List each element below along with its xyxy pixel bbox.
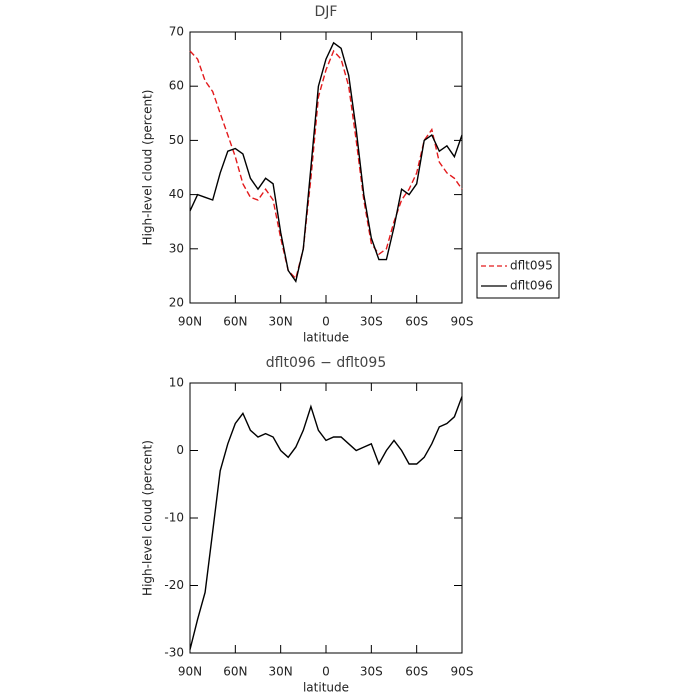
- x-tick-label: 60S: [405, 315, 428, 329]
- y-tick-label: 40: [169, 187, 184, 201]
- x-tick-label: 60S: [405, 665, 428, 679]
- y-tick-label: 0: [176, 443, 184, 457]
- x-tick-label: 90N: [178, 315, 202, 329]
- y-axis-label: High-level cloud (percent): [141, 440, 155, 596]
- y-tick-label: 50: [169, 133, 184, 147]
- x-tick-label: 0: [322, 315, 330, 329]
- y-axis-label: High-level cloud (percent): [141, 90, 155, 246]
- x-tick-label: 90S: [451, 315, 474, 329]
- x-axis-label: latitude: [303, 331, 349, 345]
- y-tick-label: 30: [169, 241, 184, 255]
- y-tick-label: -20: [164, 578, 184, 592]
- x-axis-label: latitude: [303, 681, 349, 695]
- chart-title: dflt096 − dflt095: [266, 355, 386, 371]
- x-tick-label: 30S: [360, 315, 383, 329]
- data-line: [189, 49, 463, 281]
- x-tick-label: 90N: [178, 665, 202, 679]
- y-tick-label: -10: [164, 511, 184, 525]
- data-line: [189, 396, 463, 650]
- y-tick-label: 20: [169, 296, 184, 310]
- y-tick-label: 70: [169, 25, 184, 39]
- legend-box: [476, 252, 560, 299]
- x-tick-label: 60N: [223, 315, 247, 329]
- plot-frame: [189, 382, 463, 654]
- x-tick-label: 60N: [223, 665, 247, 679]
- legend-label: dflt095: [510, 259, 553, 273]
- x-tick-label: 90S: [451, 665, 474, 679]
- y-tick-label: 60: [169, 79, 184, 93]
- y-tick-label: 10: [169, 376, 184, 390]
- x-tick-label: 30N: [269, 315, 293, 329]
- plot-frame: [189, 31, 463, 304]
- x-tick-label: 30N: [269, 665, 293, 679]
- legend: dflt095 dflt096: [476, 252, 560, 299]
- y-tick-label: -30: [164, 646, 184, 660]
- x-tick-label: 30S: [360, 665, 383, 679]
- chart-title: DJF: [315, 4, 338, 20]
- legend-label: dflt096: [510, 279, 553, 293]
- x-tick-label: 0: [322, 665, 330, 679]
- data-line: [189, 41, 463, 283]
